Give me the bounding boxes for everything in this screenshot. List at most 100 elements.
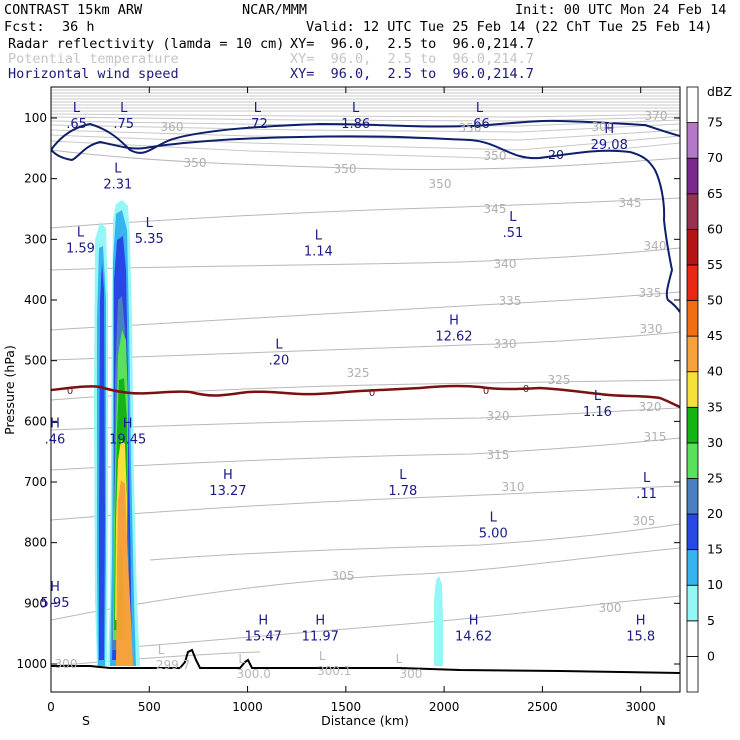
colorbar-tick-label: 60 — [707, 221, 723, 236]
extremum-L: L — [114, 162, 122, 177]
theta-label-330: 330 — [640, 322, 663, 336]
colorbar-tick-label: 40 — [707, 364, 723, 379]
theta-350 — [51, 149, 680, 171]
colorbar-tick-label: 35 — [707, 399, 723, 414]
theta-label-370: 370 — [645, 109, 668, 123]
extremum-value: 2.31 — [103, 178, 132, 193]
colorbar-box — [686, 584, 699, 622]
x-tick-label: 1500 — [331, 700, 362, 714]
colorbar-tick-label: 25 — [707, 470, 723, 485]
stratosphere-isentropes — [51, 89, 680, 160]
surface-extremum-L: L — [319, 649, 326, 663]
extremum-value: 1.86 — [341, 117, 370, 132]
theta-345 — [51, 197, 680, 229]
theta-label-300: 300 — [599, 601, 622, 615]
extremum-value: 15.47 — [245, 630, 282, 645]
x-end-label-left: S — [82, 713, 90, 728]
field-theta-xy: XY= 96.0, 2.5 to 96.0,214.7 — [290, 51, 534, 67]
theta-label-350: 350 — [184, 156, 207, 170]
colorbar-tick-label: 70 — [707, 150, 723, 165]
wind-contours — [51, 119, 680, 313]
surface-extremum-value: 300 — [399, 667, 422, 681]
colorbar-tick-label: 15 — [707, 542, 723, 557]
extremum-value: .11 — [636, 487, 657, 502]
extremum-value: 1.16 — [583, 405, 612, 420]
colorbar-box — [686, 193, 699, 230]
extremum-H: H — [469, 614, 479, 629]
surface-extremum-value: 299.7 — [156, 658, 190, 672]
colorbar-tick-label: 20 — [707, 506, 723, 521]
colorbar-tick-label: 75 — [707, 115, 723, 130]
theta-330 — [51, 331, 680, 361]
extremum-L: L — [643, 471, 651, 486]
y-tick-label: 400 — [24, 293, 47, 307]
extremum-L: L — [146, 216, 154, 231]
colorbar-tick-label: 5 — [707, 613, 715, 628]
y-tick-label: 900 — [24, 596, 47, 610]
extremum-value: 1.78 — [388, 484, 417, 499]
extremum-L: L — [594, 389, 602, 404]
extremum-value: 5.35 — [135, 232, 164, 247]
theta-label-320: 320 — [639, 400, 662, 414]
model-title: CONTRAST 15km ARW — [4, 2, 143, 18]
extremum-H: H — [50, 580, 60, 595]
x-axis-label: Distance (km) — [321, 713, 409, 728]
theta-label-350: 350 — [334, 162, 357, 176]
theta-label-340: 340 — [644, 239, 667, 253]
theta-label-325: 325 — [347, 366, 370, 380]
surface-extremum-value: 300.1 — [317, 664, 351, 678]
extremum-value: .46 — [45, 432, 66, 447]
jet-core-contour — [51, 119, 680, 154]
theta-label-345: 345 — [484, 202, 507, 216]
theta-label-325: 325 — [548, 373, 571, 387]
extremum-value: 12.62 — [435, 329, 472, 344]
surface-extremum-L: L — [158, 643, 165, 657]
refl-cell-2-core — [118, 540, 124, 640]
extremum-value: 29.08 — [591, 138, 628, 153]
y-tick-label: 600 — [24, 414, 47, 428]
extremum-H: H — [315, 614, 325, 629]
extremum-H: H — [223, 468, 233, 483]
extremum-L: L — [275, 338, 283, 353]
freezing-level-label: 0 — [67, 386, 73, 397]
theta-315 — [51, 437, 680, 471]
x-tick-label: 1000 — [232, 700, 263, 714]
theta-300b — [51, 651, 261, 667]
y-tick-label: 800 — [24, 536, 47, 550]
y-tick-label: 700 — [24, 475, 47, 489]
colorbar: 0 5 10 15 20 25 30 35 40 45 50 55 60 65 70 75 dBZ — [686, 84, 732, 693]
contour-labels: 300 300 305 305 310 315 315 320 320 325 325 330 330 3… — [41, 101, 668, 681]
theta-340 — [51, 247, 680, 271]
colorbar-box — [686, 620, 699, 657]
theta-label-315: 315 — [487, 448, 510, 462]
theta-label-305: 305 — [633, 514, 656, 528]
extremum-value: 5.00 — [479, 526, 508, 541]
colorbar-tick-label: 0 — [707, 648, 715, 663]
wind-contour-label: 20 — [548, 147, 564, 162]
extremum-value: 1.59 — [66, 241, 95, 256]
field-wind-xy: XY= 96.0, 2.5 to 96.0,214.7 — [290, 66, 534, 82]
surface-extremum-L: L — [238, 652, 245, 666]
org-label: NCAR/MMM — [242, 2, 308, 18]
extremum-value: .51 — [503, 226, 524, 241]
colorbar-box — [686, 549, 699, 586]
extremum-value: 1.14 — [304, 244, 333, 259]
field-reflectivity-xy: XY= 96.0, 2.5 to 96.0,214.7 — [290, 36, 534, 52]
x-tick-label: 500 — [138, 700, 161, 714]
colorbar-box — [686, 264, 699, 301]
colorbar-box — [686, 656, 699, 693]
surface-extremum-L: L — [396, 652, 403, 666]
terrain-surface — [51, 648, 681, 674]
theta-label-335: 335 — [639, 286, 662, 300]
forecast-hour: 36 h — [62, 19, 95, 35]
extremum-L: L — [73, 101, 81, 116]
extremum-H: H — [604, 122, 614, 137]
theta-label-upper: 360 — [161, 120, 184, 134]
field-reflectivity-name: Radar reflectivity (lamda = 10 cm) — [8, 36, 285, 52]
extremum-H: H — [50, 416, 60, 431]
extremum-value: 15.8 — [626, 630, 655, 645]
colorbar-box — [686, 228, 699, 266]
field-theta-name: Potential temperature — [8, 51, 179, 67]
theta-305b — [51, 547, 680, 621]
theta-label-350: 350 — [429, 177, 452, 191]
